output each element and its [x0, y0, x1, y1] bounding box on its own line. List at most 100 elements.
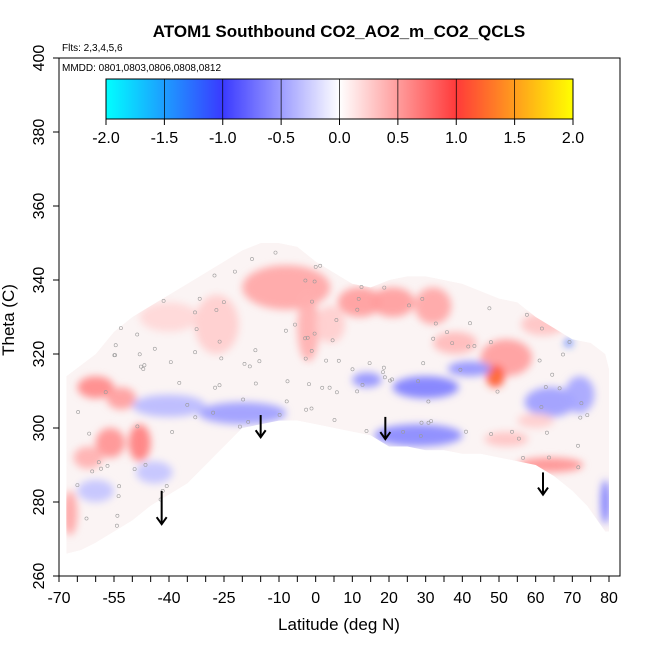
sample-point — [421, 361, 426, 366]
sample-point — [303, 336, 308, 341]
sample-point — [488, 340, 493, 345]
sample-point — [283, 328, 288, 333]
colorbar-tick-label: -2.0 — [92, 130, 120, 147]
sample-point — [76, 410, 81, 414]
sample-point — [334, 390, 339, 395]
sample-point — [253, 348, 258, 353]
sample-point — [142, 363, 147, 368]
sample-point — [472, 344, 477, 348]
y-tick-label: 360 — [31, 193, 48, 220]
plot-frame — [58, 57, 621, 577]
y-tick-label: 300 — [31, 415, 48, 442]
anomaly-layer — [66, 265, 610, 536]
sample-point — [426, 420, 431, 425]
arrow-head — [537, 487, 549, 497]
sample-point — [214, 308, 219, 312]
sample-point — [257, 359, 262, 364]
y-tick-label: 280 — [31, 489, 48, 516]
colorbar-tick-label: -0.5 — [267, 130, 295, 147]
sample-point — [135, 332, 140, 337]
sample-point — [540, 326, 544, 331]
anomaly-blob — [565, 376, 595, 414]
sample-point — [143, 462, 148, 467]
sample-point — [510, 429, 514, 434]
x-tick-label: 80 — [600, 590, 618, 607]
sample-point — [193, 415, 198, 420]
sample-point — [418, 434, 423, 438]
sample-point — [355, 389, 360, 394]
sample-point — [433, 321, 438, 326]
sample-point — [420, 296, 425, 301]
sample-point — [330, 338, 335, 343]
sample-point — [237, 424, 242, 429]
sample-point — [138, 364, 143, 369]
anomaly-blob — [370, 287, 415, 318]
sample-point — [355, 307, 360, 312]
sample-point — [407, 303, 411, 308]
sample-point — [468, 321, 472, 326]
y-tick-label: 340 — [31, 267, 48, 294]
sample-point — [103, 390, 108, 395]
arrow-head — [155, 516, 168, 526]
sample-point — [90, 469, 95, 474]
sample-point — [113, 343, 118, 348]
sample-point — [517, 436, 521, 441]
sample-point — [381, 370, 385, 375]
sample-point — [221, 300, 226, 305]
anomaly-blob — [132, 394, 206, 417]
anomaly-blob — [392, 376, 459, 399]
sample-point — [489, 432, 494, 436]
sample-point — [382, 285, 387, 290]
sample-point — [312, 331, 317, 336]
sample-point — [495, 389, 500, 394]
flights-label: Flts: 2,3,4,5,6 — [62, 43, 123, 54]
anomaly-blob — [297, 294, 320, 362]
sample-point — [567, 340, 572, 344]
y-tick-label: 380 — [31, 119, 48, 146]
anomaly-blob — [106, 387, 136, 410]
sample-point — [99, 466, 103, 471]
sample-point — [327, 385, 332, 390]
sample-point — [119, 326, 123, 331]
x-tick-label: 60 — [527, 590, 545, 607]
sample-point — [193, 350, 198, 355]
sample-point — [320, 385, 325, 390]
annotation-arrows — [155, 415, 549, 526]
heatmap-field — [66, 243, 610, 554]
sample-point — [313, 264, 318, 269]
sample-point — [367, 361, 372, 366]
sample-point — [309, 348, 314, 353]
x-tick-label: 40 — [453, 590, 471, 607]
sample-point — [487, 306, 492, 311]
sample-point — [247, 364, 252, 369]
sample-point — [241, 397, 246, 402]
sample-point — [232, 269, 237, 274]
sample-point — [545, 430, 549, 435]
sample-point — [336, 358, 341, 363]
sample-point — [197, 296, 202, 301]
anomaly-blob — [128, 424, 151, 462]
sample-point — [525, 312, 529, 317]
sample-point — [431, 336, 436, 341]
sample-point — [194, 327, 199, 332]
sample-point — [332, 418, 337, 422]
arrow-head — [254, 429, 267, 439]
sample-point — [96, 460, 101, 465]
anomaly-blob — [521, 313, 565, 336]
anomaly-blob — [600, 479, 610, 525]
sample-point — [309, 406, 314, 411]
dates-label: MMDD: 0801,0803,0806,0808,0812 — [62, 63, 221, 74]
sample-point — [253, 381, 258, 386]
sample-point — [579, 401, 584, 406]
anomaly-blob — [95, 428, 126, 458]
down-arrow — [254, 415, 267, 439]
anomaly-blob — [198, 402, 287, 425]
sample-point — [381, 365, 386, 370]
down-arrow — [155, 490, 168, 526]
anomaly-blob — [77, 479, 114, 502]
sample-point — [360, 382, 365, 387]
sample-point — [170, 430, 175, 434]
sample-point — [250, 257, 254, 261]
sample-point — [105, 463, 110, 468]
sample-point — [307, 382, 311, 387]
